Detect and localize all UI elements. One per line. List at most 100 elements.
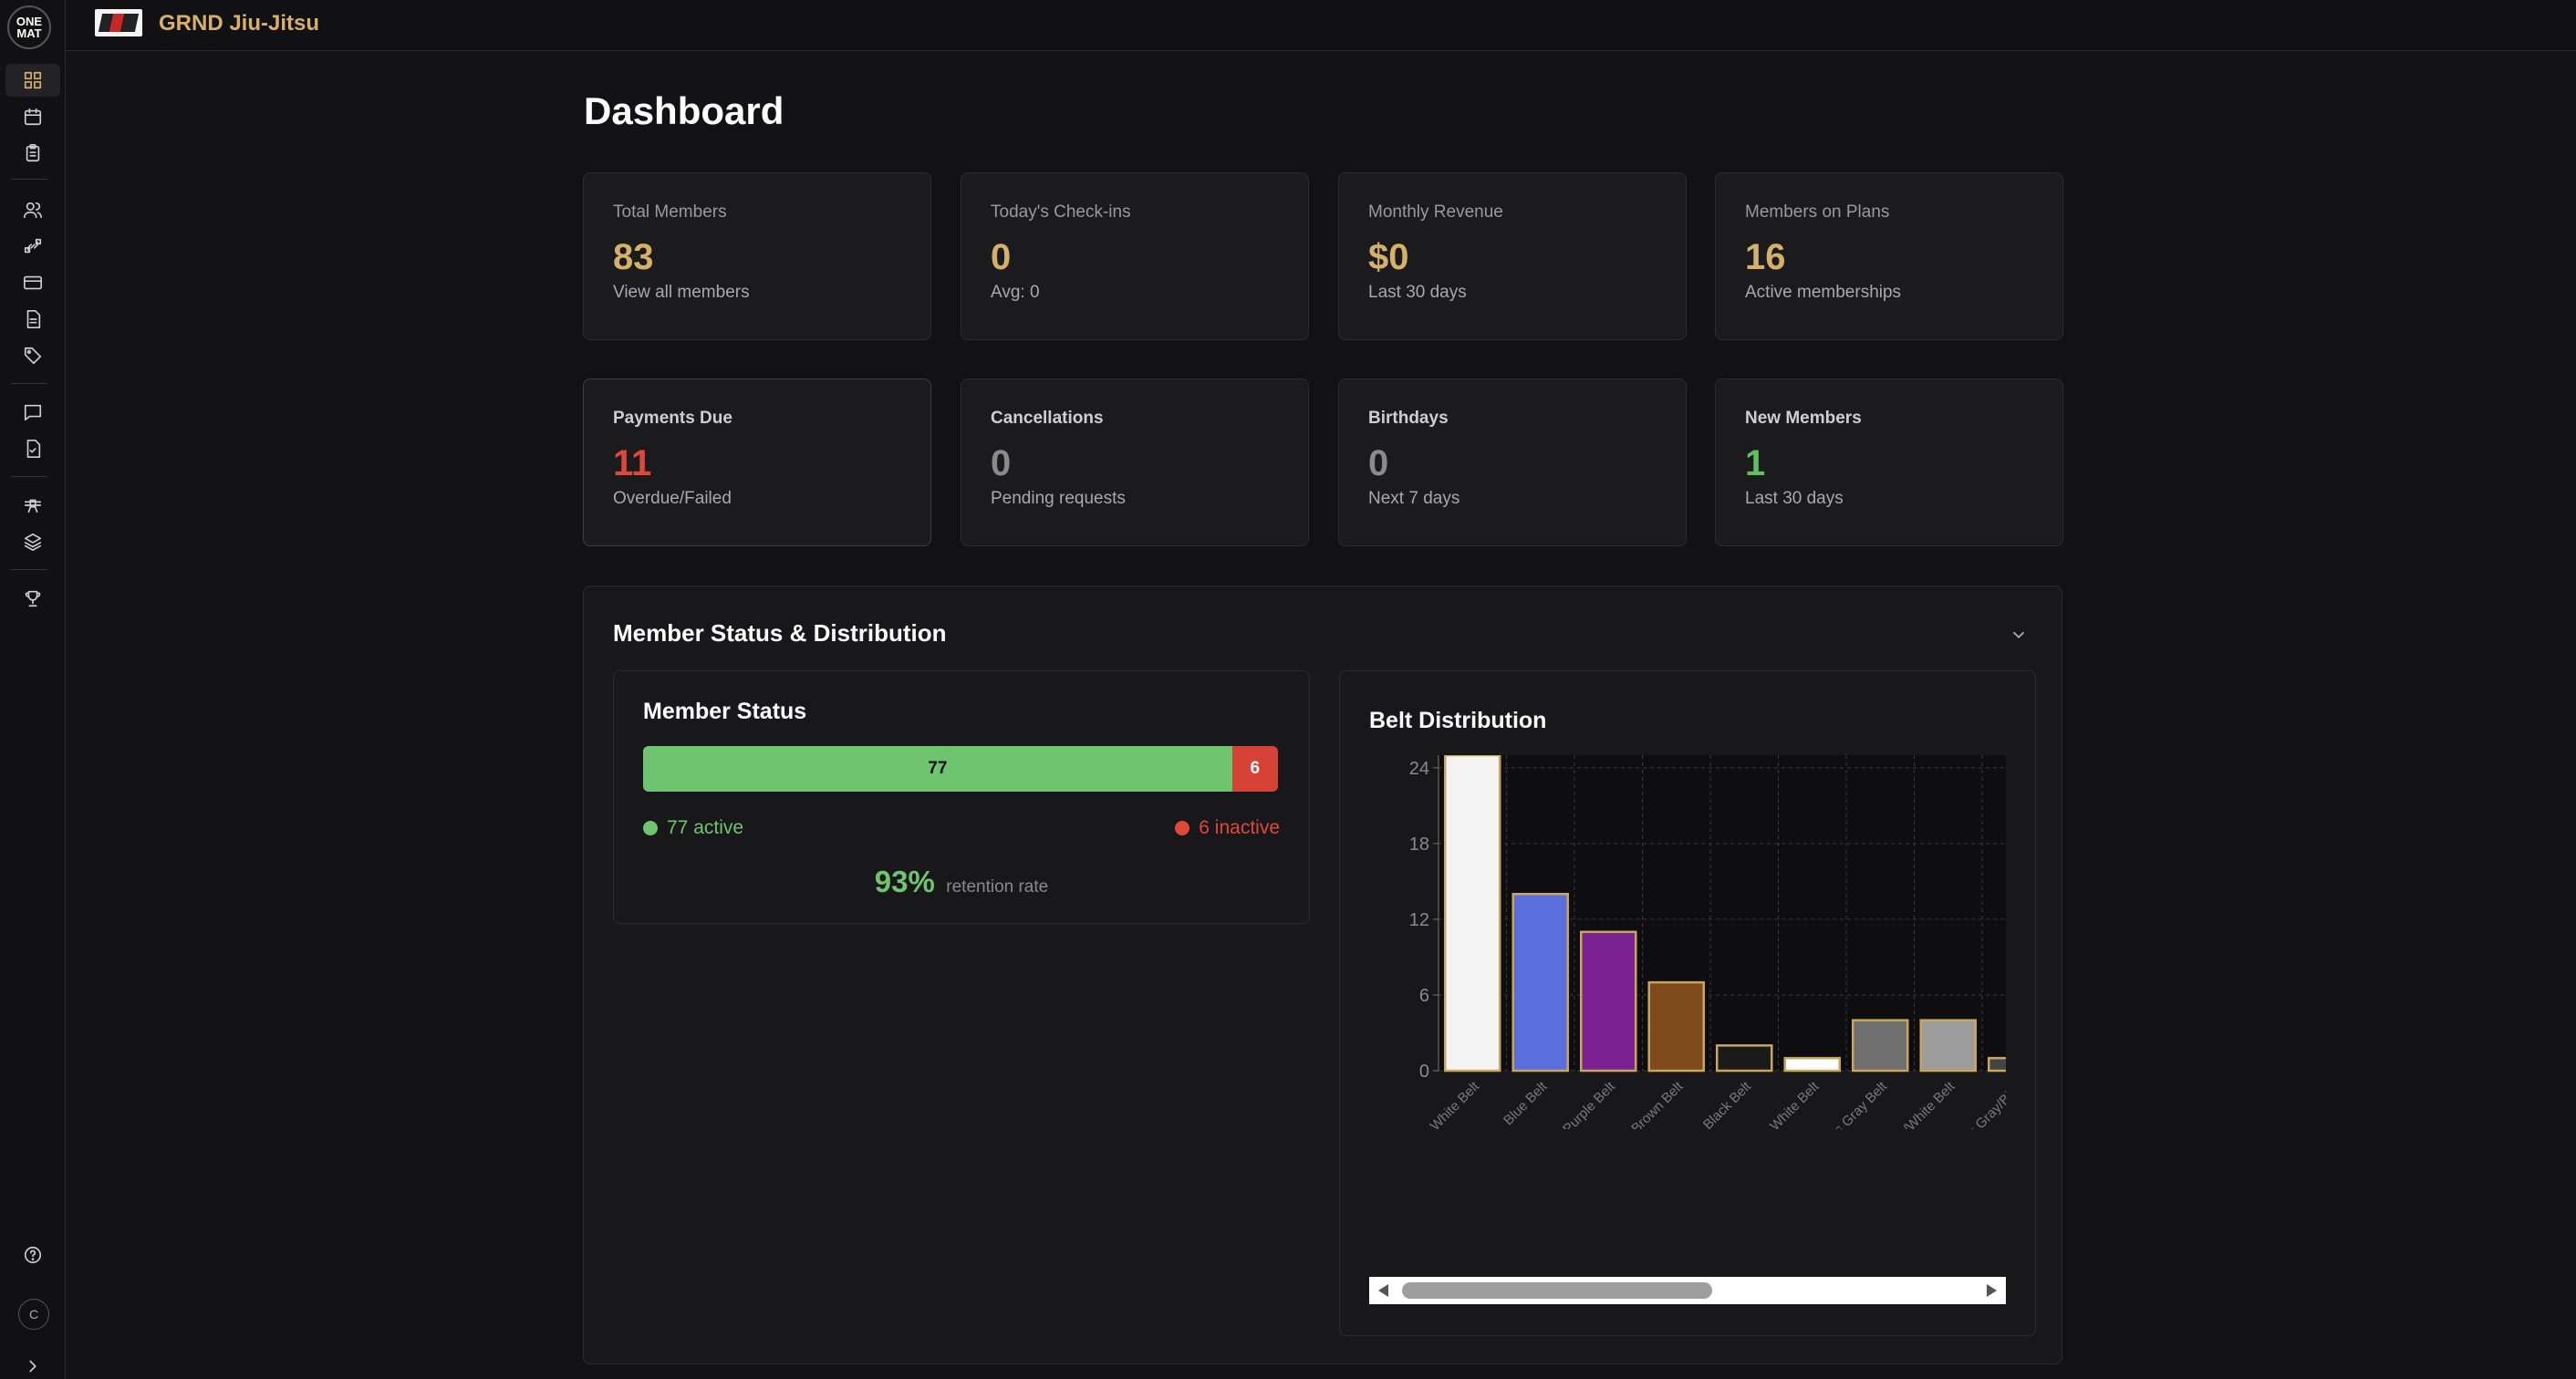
top-bar: GRND Jiu-Jitsu [66,0,2576,51]
member-status-title: Member Status [643,699,807,724]
tag-icon [24,347,42,365]
stat-label: Monthly Revenue [1368,202,1503,222]
sidebar-item-attendance[interactable] [5,137,60,170]
sidebar-item-calendar[interactable] [5,100,60,133]
stat-value: 0 [991,237,1012,277]
stat-value: $0 [1368,237,1409,277]
sidebar-item-belts[interactable] [5,489,60,522]
stat-sub: Last 30 days [1745,489,1844,508]
expand-chevron-icon [29,1360,36,1373]
y-tick-label: 0 [1419,1062,1429,1082]
stat-value: 11 [613,443,652,483]
stat-label: Birthdays [1368,409,1449,428]
bar-kids-gray-belt [1852,1019,1909,1073]
stat-card-total-members[interactable]: Total Members 83 View all members [583,172,931,340]
document-icon [26,310,41,328]
gym-name[interactable]: GRND Jiu-Jitsu [159,11,320,36]
bar-black-belt [1716,1044,1773,1073]
stat-value: 0 [1368,443,1389,483]
stat-card-checkins[interactable]: Today's Check-ins 0 Avg: 0 [961,172,1309,340]
file-check-icon [26,440,41,458]
link-icon [24,238,42,254]
stat-card-cancellations[interactable]: Cancellations 0 Pending requests [961,378,1309,546]
stat-label: Members on Plans [1745,202,1890,222]
scroll-thumb[interactable] [1402,1282,1712,1299]
stat-value: 16 [1745,237,1786,277]
retention-percent: 93% [874,865,935,898]
help-button[interactable] [5,1239,60,1271]
chevron-down-icon [2012,631,2025,639]
active-segment: 77 [643,746,1232,792]
belt-icon [24,499,42,513]
sidebar-item-integrations[interactable] [5,230,60,263]
active-dot [643,821,658,835]
layers-icon [24,533,42,551]
sidebar-item-competitions[interactable] [5,582,60,615]
stat-card-new-members[interactable]: New Members 1 Last 30 days [1715,378,2063,546]
sidebar-item-tags[interactable] [5,339,60,372]
y-tick-label: 6 [1419,986,1429,1006]
stat-sub: Last 30 days [1368,283,1467,302]
collapse-section-button[interactable] [2009,625,2029,645]
stat-label: Payments Due [613,409,732,428]
sidebar-item-billing[interactable] [5,266,60,299]
stat-sub: Overdue/Failed [613,489,732,508]
clipboard-icon [26,144,40,162]
bar-brown-belt [1647,980,1705,1073]
sidebar: ONE MAT C [0,0,66,1379]
inactive-segment: 6 [1231,746,1278,792]
trophy-icon [25,590,41,607]
active-label: 77 active [667,817,744,838]
scroll-left-arrow[interactable] [1378,1284,1388,1297]
expand-sidebar-button[interactable] [5,1353,60,1379]
inactive-label: 6 inactive [1199,817,1280,838]
stat-label: New Members [1745,409,1862,428]
stat-card-plans[interactable]: Members on Plans 16 Active memberships [1715,172,2063,340]
stat-card-revenue[interactable]: Monthly Revenue $0 Last 30 days [1338,172,1687,340]
help-icon [24,1246,42,1264]
belt-distribution-panel: Belt Distribution 0 6 12 18 24 White Belt Blue… [1339,670,2036,1336]
retention: 93% retention rate [614,865,1309,899]
stat-card-payments-due[interactable]: Payments Due 11 Overdue/Failed [583,378,931,546]
belt-chart-svg: 0 6 12 18 24 White Belt Blue Belt Purple Belt Br… [1409,755,2006,1129]
stat-label: Cancellations [991,409,1104,428]
sidebar-item-waivers[interactable] [5,432,60,465]
x-tick-label: Purple Belt [1560,1078,1618,1129]
x-tick-label: Black Belt [1700,1078,1755,1129]
inactive-dot [1175,821,1190,835]
app-logo[interactable]: ONE MAT [7,5,51,49]
bar-kids-white-belt [1783,1056,1841,1073]
bar-kids-gray-white-belt [1919,1019,1977,1073]
x-tick-label: Blue Belt [1501,1078,1551,1128]
x-tick-label: Kids White Belt [1746,1078,1823,1129]
stat-sub: Pending requests [991,489,1126,508]
inactive-legend: 6 inactive [1175,817,1280,839]
sidebar-item-dashboard[interactable] [5,64,60,97]
calendar-icon [24,108,42,126]
sidebar-item-programs[interactable] [5,525,60,558]
sidebar-item-messages[interactable] [5,396,60,429]
sidebar-item-documents[interactable] [5,303,60,336]
credit-card-icon [24,275,42,290]
retention-label: retention rate [946,877,1049,897]
stat-value: 0 [991,443,1012,483]
member-status-section: Member Status & Distribution Member Stat… [583,586,2062,1364]
message-icon [24,404,42,421]
user-avatar[interactable]: C [18,1299,49,1330]
member-status-bar: 77 6 [643,746,1278,792]
scroll-right-arrow[interactable] [1987,1284,1997,1297]
sidebar-item-members[interactable] [5,193,60,226]
stat-card-birthdays[interactable]: Birthdays 0 Next 7 days [1338,378,1687,546]
users-icon [24,202,42,219]
stat-sub: View all members [613,283,750,302]
page-title: Dashboard [584,89,784,132]
belt-distribution-title: Belt Distribution [1369,708,1547,733]
y-tick-label: 12 [1409,910,1429,930]
stat-sub: Active memberships [1745,283,1902,302]
gym-logo[interactable] [95,9,142,36]
y-tick-label: 18 [1409,835,1429,855]
belt-chart[interactable]: 0 6 12 18 24 White Belt Blue Belt Purple Belt Br… [1369,755,2006,1129]
stat-value: 83 [613,237,654,277]
chart-scrollbar[interactable] [1369,1277,2006,1304]
active-legend: 77 active [643,817,743,839]
